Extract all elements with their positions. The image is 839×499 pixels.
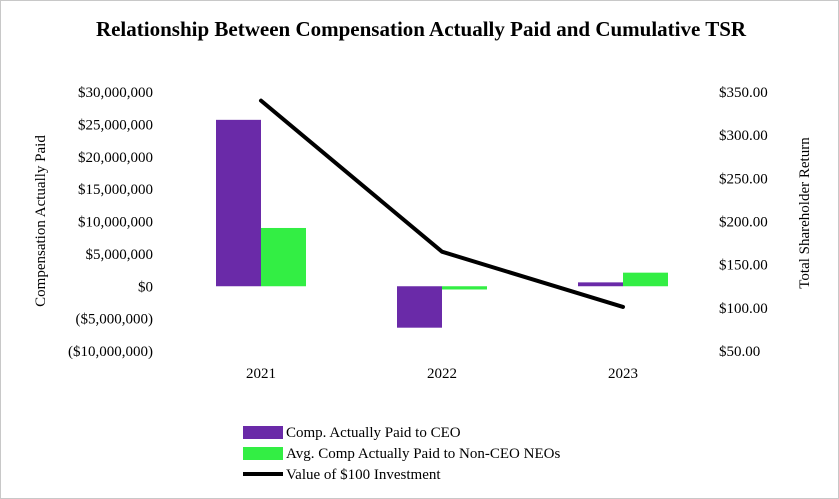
- right-axis-title: Total Shareholder Return: [797, 137, 813, 289]
- x-tick-label: 2023: [608, 366, 638, 382]
- legend-swatch: [243, 447, 283, 460]
- left-tick-label: $5,000,000: [86, 247, 154, 263]
- bar: [261, 227, 306, 287]
- left-tick-label: $0: [138, 279, 153, 295]
- right-axis-ticks: $350.00 $300.00 $250.00 $200.00 $150.00 $100.…: [719, 85, 768, 360]
- left-tick-label: $20,000,000: [78, 150, 153, 166]
- bar: [216, 119, 261, 287]
- right-tick-label: $150.00: [719, 258, 768, 274]
- line-marks: [259, 98, 625, 309]
- bar: [578, 282, 623, 287]
- left-axis-ticks: $30,000,000 $25,000,000 $20,000,000 $15,000…: [68, 85, 153, 360]
- bar-marks: [216, 119, 668, 328]
- right-tick-label: $350.00: [719, 85, 768, 101]
- left-tick-label: $25,000,000: [78, 117, 153, 133]
- right-tick-label: $300.00: [719, 128, 768, 144]
- legend-label: Value of $100 Investment: [286, 467, 441, 483]
- left-tick-label: $15,000,000: [78, 182, 153, 198]
- right-tick-label: $200.00: [719, 215, 768, 231]
- chart-title: Relationship Between Compensation Actual…: [95, 17, 747, 41]
- left-tick-label: ($5,000,000): [76, 312, 154, 328]
- left-axis-title: Compensation Actually Paid: [33, 135, 49, 307]
- series-line: [259, 98, 625, 309]
- legend-label: Comp. Actually Paid to CEO: [286, 425, 461, 441]
- x-tick-label: 2022: [427, 366, 457, 382]
- legend: Comp. Actually Paid to CEO Avg. Comp Actu…: [243, 425, 560, 483]
- left-tick-label: $10,000,000: [78, 215, 153, 231]
- legend-swatch: [243, 426, 283, 439]
- bar: [623, 272, 668, 287]
- left-tick-label: $30,000,000: [78, 85, 153, 101]
- right-tick-label: $250.00: [719, 171, 768, 187]
- left-tick-label: ($10,000,000): [68, 344, 153, 360]
- bar: [442, 286, 487, 290]
- x-tick-label: 2021: [246, 366, 276, 382]
- bar: [397, 286, 442, 328]
- x-axis-ticks: 2021 2022 2023: [246, 366, 638, 382]
- legend-label: Avg. Comp Actually Paid to Non-CEO NEOs: [286, 446, 560, 462]
- right-tick-label: $50.00: [719, 344, 760, 360]
- right-tick-label: $100.00: [719, 301, 768, 317]
